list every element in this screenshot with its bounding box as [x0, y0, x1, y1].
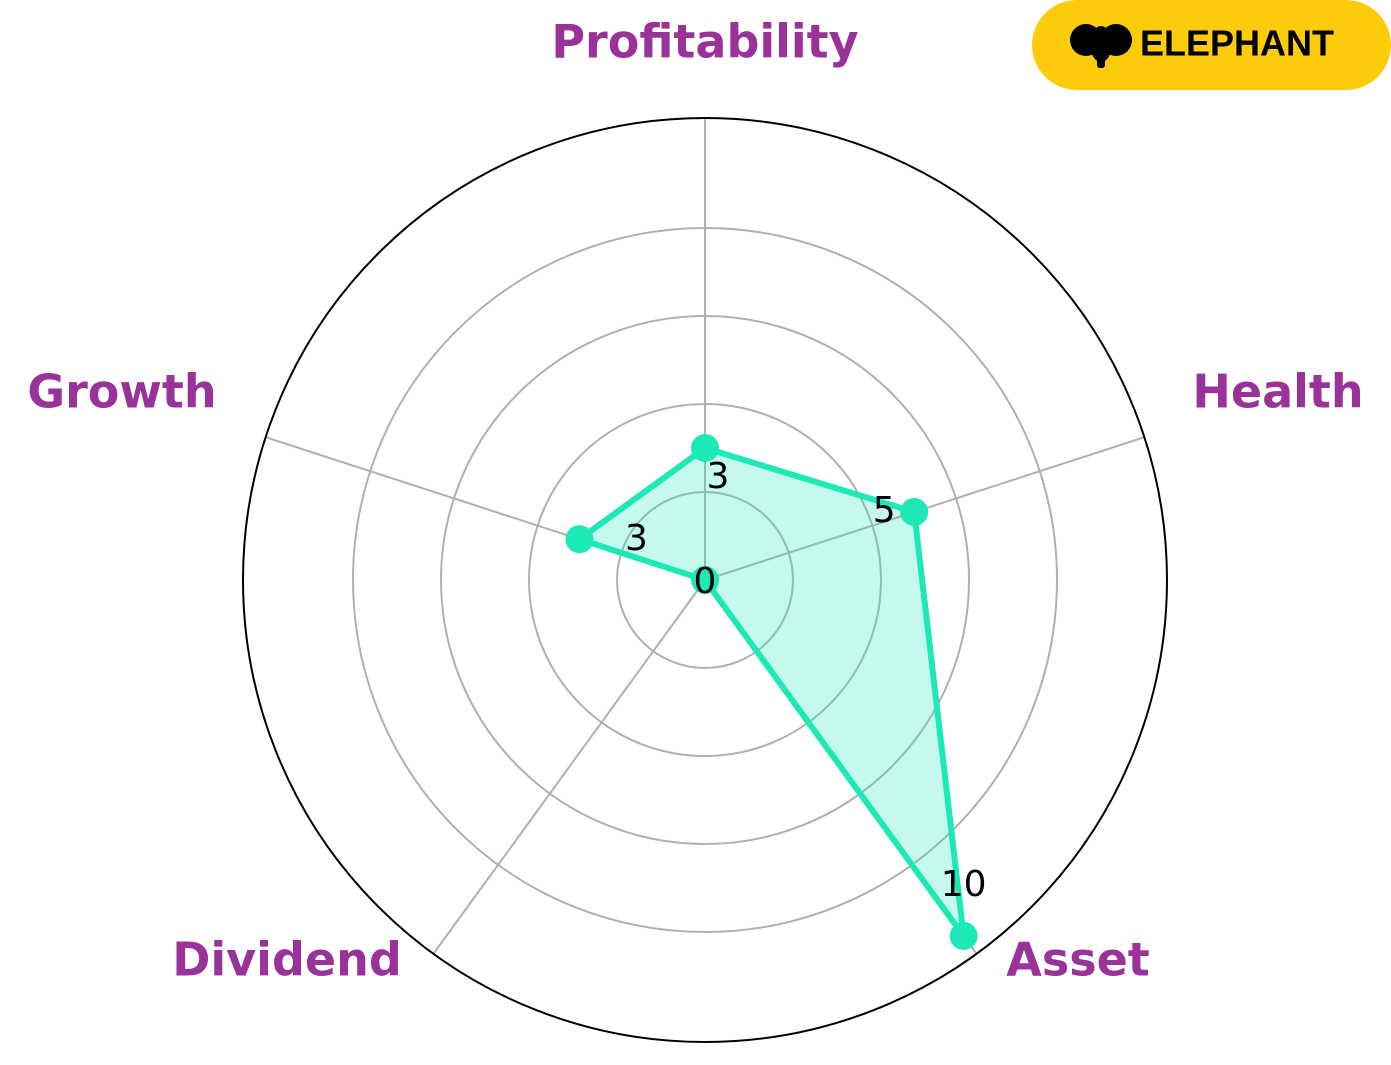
value-label: 3 [707, 456, 730, 497]
logo: ELEPHANT [1032, 0, 1391, 90]
data-point [900, 498, 929, 527]
data-point [949, 921, 978, 950]
category-label: Health [1192, 365, 1363, 419]
category-label: Profitability [551, 15, 858, 69]
logo-badge [1032, 0, 1391, 90]
radar-area [576, 445, 967, 939]
value-label: 0 [694, 561, 717, 602]
outer-frame [242, 117, 1168, 1043]
category-label: Growth [27, 365, 216, 419]
spoke [432, 579, 706, 955]
data-point [565, 525, 594, 554]
category-label: Dividend [172, 933, 402, 987]
value-label: 3 [625, 518, 648, 559]
value-label: 10 [941, 864, 987, 905]
data-point [691, 434, 719, 462]
logo-icon [1070, 24, 1132, 68]
logo-text: ELEPHANT [1140, 23, 1334, 64]
value-label: 5 [873, 490, 896, 531]
radar-plot: Profitability Health Asset Dividend Growth 3 5… [27, 15, 1364, 1043]
data-point [691, 566, 719, 594]
category-label: Asset [1006, 933, 1150, 987]
